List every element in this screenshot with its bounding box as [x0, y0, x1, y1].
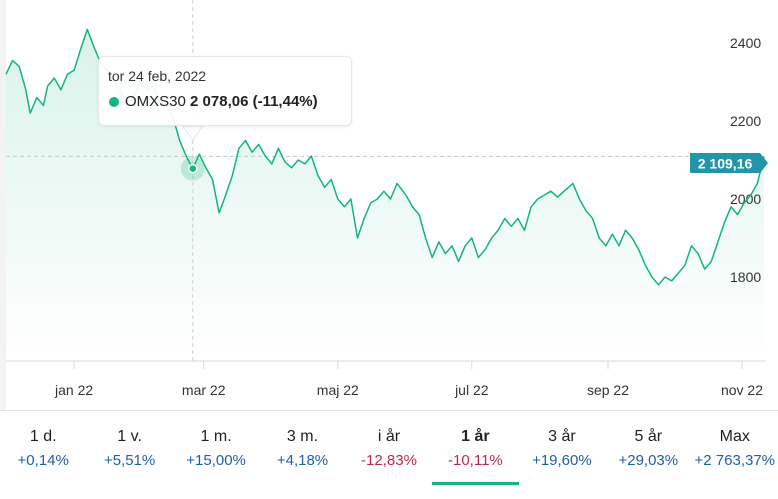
price-chart[interactable]: 2400 2200 2000 1800 jan 22 mar 22 maj 22 jul 2…	[0, 0, 778, 410]
period-label: 3 m.	[286, 428, 319, 445]
period-change: +5,51%	[103, 452, 156, 469]
tooltip-date: tor 24 feb, 2022	[108, 68, 207, 84]
y-tick-label: 2000	[730, 191, 761, 207]
period-label: i år	[377, 428, 401, 445]
period-change: -12,83%	[361, 452, 417, 469]
tooltip-series: OMXS30 2 078,06 (-11,44%)	[125, 93, 318, 110]
y-tick-label: 2200	[730, 113, 761, 129]
x-tick-label: mar 22	[182, 382, 226, 398]
period-label: 1 v.	[117, 428, 142, 445]
y-tick-label: 1800	[730, 269, 761, 285]
period-change: +2 763,37%	[694, 452, 776, 469]
period-selector: 1 d. +0,14% 1 v. +5,51% 1 m. +15,00% 3 m. +4,18…	[0, 410, 778, 499]
period-change: +19,60%	[532, 452, 592, 469]
period-change: -10,11%	[448, 452, 503, 469]
hover-marker	[188, 163, 198, 174]
tooltip-series-name: OMXS30	[125, 93, 186, 110]
y-tick-label: 2400	[730, 35, 761, 51]
period-label: 1 d.	[29, 428, 57, 445]
period-change: +15,00%	[186, 452, 246, 469]
period-tab[interactable]: 5 år +29,03%	[605, 411, 691, 485]
period-tab[interactable]: 3 m. +4,18%	[259, 411, 345, 485]
tooltip-pointer	[181, 125, 204, 141]
period-label: 3 år	[548, 428, 576, 445]
period-change: +29,03%	[618, 452, 679, 469]
period-tab[interactable]: Max +2 763,37%	[692, 411, 778, 485]
period-change: +4,18%	[276, 452, 329, 469]
active-period-indicator	[432, 482, 519, 485]
chart-tooltip: tor 24 feb, 2022 OMXS30 2 078,06 (-11,44…	[98, 56, 352, 126]
period-tab[interactable]: 1 v. +5,51%	[86, 411, 172, 485]
period-label: 5 år	[634, 428, 663, 445]
period-tab[interactable]: 1 m. +15,00%	[173, 411, 259, 485]
period-label: Max	[719, 428, 750, 445]
period-tab[interactable]: 1 d. +0,14%	[0, 411, 86, 485]
period-label: 1 år	[461, 428, 490, 445]
period-tab[interactable]: 3 år +19,60%	[519, 411, 605, 485]
last-value-label: 2 109,16	[698, 156, 753, 172]
x-tick-label: jan 22	[54, 382, 93, 398]
x-tick-label: nov 22	[721, 382, 763, 398]
tooltip-value: 2 078,06 (-11,44%)	[190, 93, 318, 110]
x-tick-label: sep 22	[587, 382, 629, 398]
period-change: +0,14%	[17, 452, 69, 469]
last-value-badge	[690, 153, 768, 173]
tooltip-series-dot	[109, 97, 119, 107]
period-tab[interactable]: i år -12,83%	[346, 411, 432, 485]
price-area	[6, 29, 764, 362]
x-tick-label: jul 22	[454, 382, 489, 398]
period-label: 1 m.	[200, 428, 232, 445]
x-tick-label: maj 22	[317, 382, 359, 398]
period-tab[interactable]: 1 år -10,11%	[432, 411, 519, 485]
